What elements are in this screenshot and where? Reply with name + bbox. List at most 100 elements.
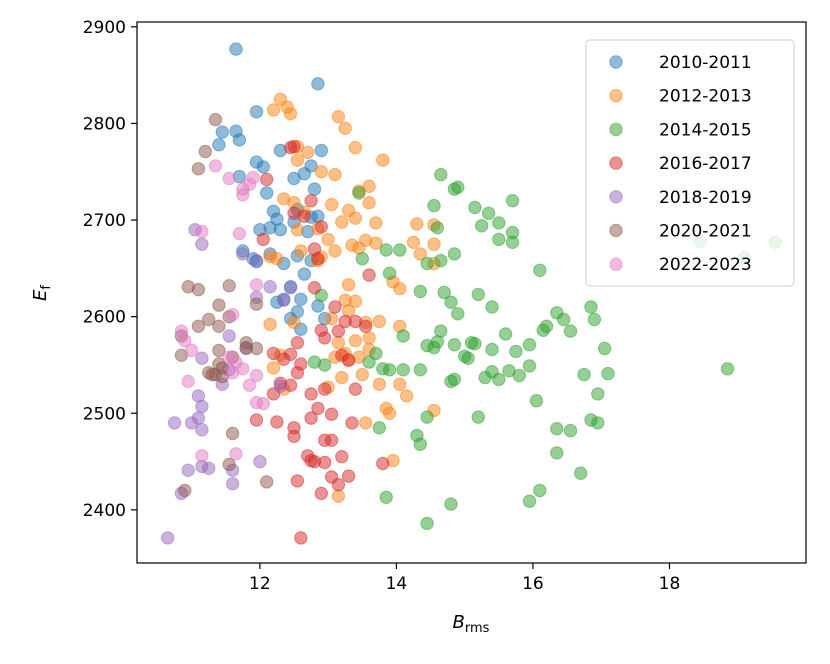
data-point — [584, 300, 598, 314]
data-point — [492, 232, 506, 247]
data-point — [420, 256, 434, 271]
legend-item: 2016-2017 — [609, 154, 752, 174]
data-point — [533, 263, 547, 277]
data-point — [324, 407, 339, 421]
data-point — [420, 410, 434, 424]
x-axis-label-main: B — [453, 612, 465, 633]
data-point — [382, 363, 397, 377]
legend-marker — [609, 55, 623, 69]
x-tick-label: 12 — [249, 574, 271, 594]
data-point — [447, 338, 462, 352]
data-point — [512, 368, 526, 383]
legend-label: 2016-2017 — [659, 154, 752, 174]
legend-marker — [609, 122, 623, 137]
legend-label: 2022-2023 — [659, 255, 752, 275]
data-point — [167, 416, 182, 430]
data-point — [372, 314, 386, 329]
data-point — [444, 295, 458, 309]
x-axis-label: Brms — [453, 612, 490, 636]
data-point — [212, 319, 226, 333]
data-point — [430, 221, 445, 235]
data-point — [406, 235, 421, 250]
y-axis-label-main: E — [30, 289, 51, 301]
data-point — [195, 449, 209, 463]
data-point — [331, 489, 346, 503]
data-point — [601, 366, 615, 381]
data-point — [413, 247, 427, 261]
legend-item: 2010-2011 — [609, 53, 752, 73]
x-tick-label: 18 — [659, 574, 681, 594]
data-point — [324, 311, 339, 326]
data-point — [574, 466, 588, 480]
data-point — [297, 267, 311, 281]
data-point — [331, 478, 346, 492]
data-point — [468, 337, 482, 351]
data-point — [242, 378, 257, 392]
data-point — [451, 180, 465, 194]
data-point — [331, 324, 346, 338]
data-point — [481, 206, 496, 221]
data-point — [591, 416, 605, 430]
data-point — [181, 374, 195, 389]
legend-marker — [609, 89, 623, 103]
data-point — [314, 143, 328, 158]
data-point — [318, 382, 332, 396]
data-point — [335, 370, 349, 385]
data-point — [324, 197, 339, 212]
data-point — [468, 200, 482, 215]
data-point — [533, 483, 547, 498]
data-point — [434, 167, 448, 182]
data-point — [249, 368, 264, 383]
data-point — [195, 237, 209, 251]
series-2016-2017 — [249, 139, 390, 545]
data-point — [225, 426, 240, 441]
data-point — [413, 437, 427, 451]
data-point — [215, 125, 230, 139]
series-2014-2015 — [307, 167, 782, 531]
data-point — [492, 372, 506, 387]
data-point — [249, 278, 264, 292]
data-point — [184, 416, 199, 430]
data-point — [178, 334, 192, 348]
data-point — [369, 236, 383, 250]
data-point — [294, 292, 308, 306]
data-point — [369, 346, 383, 361]
x-tick-label: 16 — [522, 574, 544, 594]
data-point — [307, 281, 322, 295]
data-point — [229, 42, 243, 56]
data-point — [348, 140, 363, 155]
data-point — [161, 531, 175, 545]
data-point — [287, 139, 301, 154]
data-point — [382, 406, 397, 420]
data-point — [376, 153, 390, 167]
data-point — [263, 317, 277, 332]
data-point — [447, 372, 462, 387]
data-point — [587, 312, 602, 327]
series-2018-2019 — [161, 223, 298, 545]
data-point — [287, 429, 301, 444]
data-point — [195, 399, 209, 414]
data-point — [290, 474, 305, 488]
data-point — [225, 477, 240, 491]
y-tick-label: 2900 — [83, 18, 126, 38]
data-point — [263, 280, 277, 294]
data-point — [427, 340, 441, 355]
data-point — [222, 329, 236, 343]
data-point — [232, 226, 247, 241]
data-point — [311, 401, 325, 416]
legend: 2010-2011 2012-2013 2014-2015 2016-2017 2018… — [585, 39, 795, 287]
data-point — [270, 252, 284, 266]
data-point — [195, 423, 209, 437]
data-point — [198, 144, 213, 159]
data-point — [359, 416, 373, 430]
data-point — [297, 209, 311, 223]
data-point — [498, 327, 513, 341]
data-point — [372, 377, 386, 391]
data-point — [321, 232, 335, 247]
data-point — [273, 223, 288, 237]
data-point — [413, 284, 427, 299]
data-point — [191, 162, 206, 176]
data-point — [341, 469, 356, 483]
legend-item: 2020-2021 — [609, 222, 752, 242]
